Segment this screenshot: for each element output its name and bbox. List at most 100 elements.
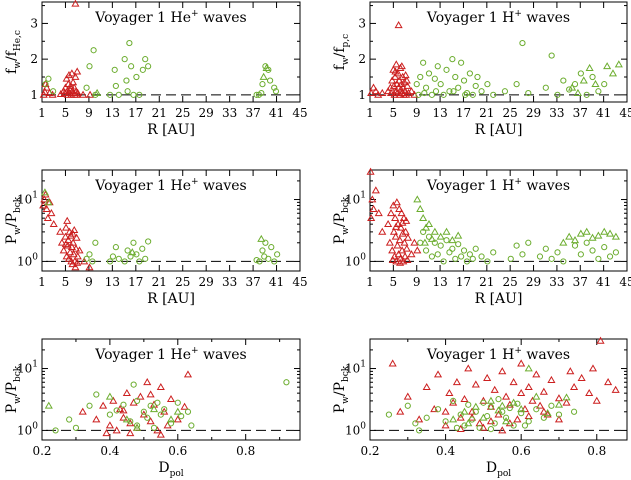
- data-point-triangle: [579, 76, 588, 84]
- data-point-triangle: [404, 88, 413, 96]
- data-point-circle: [127, 418, 134, 425]
- data-point-triangle: [588, 233, 597, 241]
- data-point-circle: [147, 402, 154, 409]
- data-point-circle: [519, 251, 526, 258]
- data-point-circle: [480, 399, 487, 406]
- data-point-circle: [142, 255, 149, 262]
- data-point-triangle: [71, 263, 80, 271]
- data-point-circle: [188, 422, 195, 429]
- data-point-triangle: [72, 233, 81, 241]
- data-point-triangle: [73, 252, 82, 260]
- data-point-triangle: [483, 373, 492, 382]
- data-point-triangle: [78, 407, 87, 415]
- data-point-circle: [449, 56, 456, 63]
- data-point-circle: [570, 408, 578, 415]
- x-tick-label: 45: [619, 275, 631, 289]
- data-point-triangle: [180, 402, 189, 410]
- data-point-circle: [469, 91, 476, 98]
- plot-frame: [369, 1, 628, 103]
- data-point-circle: [167, 420, 175, 427]
- data-point-circle: [253, 91, 260, 98]
- data-point-circle: [271, 84, 278, 91]
- data-point-circle: [428, 253, 436, 260]
- x-tick-label: 13: [105, 106, 120, 120]
- chart-panel-p5: 0.2 0.4 0.6 0.8 100 101 Voyager 1 He+ waves Dpo…: [4, 338, 301, 479]
- data-point-triangle: [69, 78, 78, 86]
- x-tick-label: 41: [269, 106, 284, 120]
- plot-frame: [41, 1, 301, 103]
- x-tick-label: 13: [432, 275, 447, 289]
- data-point-triangle: [400, 78, 409, 86]
- data-point-triangle: [577, 373, 586, 382]
- data-point-triangle: [517, 405, 526, 413]
- data-point-triangle: [402, 244, 411, 252]
- data-point-triangle: [146, 390, 155, 398]
- data-point-triangle: [119, 406, 128, 414]
- data-point-triangle: [596, 336, 605, 344]
- x-tick-label: 5: [62, 106, 70, 120]
- data-point-circle: [121, 56, 128, 63]
- data-point-circle: [589, 73, 596, 81]
- data-point-triangle: [396, 407, 405, 415]
- data-point-triangle: [371, 186, 380, 194]
- y-tick-label: 3: [30, 16, 38, 30]
- data-point-triangle: [486, 396, 496, 404]
- data-point-circle: [463, 89, 471, 97]
- data-point-triangle: [388, 359, 397, 367]
- data-point-triangle: [565, 232, 574, 240]
- data-point-triangle: [433, 370, 443, 378]
- data-point-circle: [416, 427, 423, 434]
- data-point-triangle: [401, 71, 410, 79]
- data-point-circle: [595, 88, 602, 95]
- data-point-circle: [463, 258, 471, 265]
- x-tick-label: 45: [292, 275, 307, 289]
- data-point-triangle: [366, 167, 375, 175]
- data-point-circle: [92, 239, 99, 246]
- data-point-circle: [507, 255, 514, 262]
- data-point-triangle: [183, 370, 193, 378]
- data-point-circle: [458, 59, 465, 66]
- data-point-circle: [422, 247, 430, 254]
- data-point-triangle: [441, 421, 450, 429]
- data-point-circle: [518, 410, 525, 417]
- data-point-triangle: [56, 227, 65, 235]
- x-tick-label: 29: [526, 106, 541, 120]
- data-point-triangle: [143, 378, 152, 386]
- data-point-circle: [154, 399, 161, 406]
- x-tick-label: 0.6: [512, 444, 531, 458]
- data-point-triangle: [369, 204, 378, 213]
- data-point-circle: [571, 242, 579, 249]
- x-tick-label: 17: [128, 106, 143, 120]
- x-tick-label: 33: [549, 106, 564, 120]
- data-point-triangle: [486, 417, 496, 425]
- data-point-circle: [133, 397, 141, 404]
- data-point-triangle: [588, 364, 598, 372]
- data-point-circle: [514, 400, 521, 407]
- data-point-circle: [506, 404, 513, 412]
- data-point-triangle: [47, 209, 56, 217]
- data-point-triangle: [524, 364, 533, 372]
- x-tick-label: 33: [222, 275, 237, 289]
- x-tick-label: 0.4: [100, 444, 119, 458]
- data-point-circle: [487, 403, 495, 410]
- data-point-circle: [113, 407, 120, 414]
- data-point-triangle: [105, 421, 114, 429]
- data-point-circle: [595, 255, 602, 262]
- data-point-circle: [130, 381, 137, 388]
- x-tick-label: 1: [38, 275, 46, 289]
- y-axis-label: Pw/Pbck: [4, 365, 23, 413]
- data-point-triangle: [498, 426, 507, 434]
- data-point-triangle: [395, 76, 404, 84]
- data-point-circle: [133, 73, 140, 81]
- x-tick-label: 21: [479, 106, 494, 120]
- data-point-circle: [266, 77, 274, 84]
- y-tick-label: 100: [345, 252, 366, 268]
- data-point-circle: [560, 258, 567, 265]
- chart-title: Voyager 1 He+ waves: [94, 177, 246, 194]
- data-point-triangle: [136, 392, 145, 400]
- data-point-triangle: [388, 255, 397, 264]
- data-point-circle: [150, 424, 158, 431]
- data-point-circle: [443, 66, 450, 73]
- data-point-triangle: [543, 408, 552, 417]
- data-point-triangle: [66, 81, 75, 89]
